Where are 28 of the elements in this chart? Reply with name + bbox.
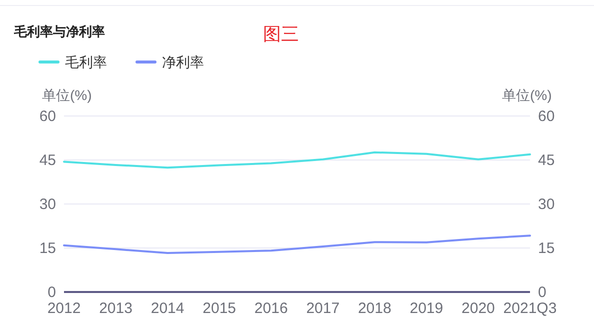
y-tick-label: 45 bbox=[39, 152, 56, 169]
x-tick-label: 2012 bbox=[47, 300, 81, 317]
text: 图三 bbox=[263, 24, 299, 44]
y2-axis-title: 单位(%) bbox=[502, 87, 552, 103]
x-tick-label: 2013 bbox=[99, 300, 132, 317]
y2-tick-label: 15 bbox=[538, 240, 555, 257]
x-tick-label: 2017 bbox=[306, 300, 340, 317]
y-tick-label: 15 bbox=[39, 240, 56, 257]
x-tick-label: 2015 bbox=[202, 300, 236, 317]
y-tick-label: 30 bbox=[39, 196, 56, 213]
chart-title: 毛利率与净利率 bbox=[13, 24, 105, 39]
y-axis-title: 单位(%) bbox=[42, 87, 92, 103]
legend-label: 净利率 bbox=[162, 54, 204, 70]
line-series bbox=[63, 151, 531, 169]
x-tick-label: 2018 bbox=[358, 300, 392, 317]
x-tick-label: 2019 bbox=[410, 300, 444, 317]
y2-tick-label: 0 bbox=[538, 284, 546, 301]
y-tick-label: 60 bbox=[39, 108, 56, 125]
y2-tick-label: 45 bbox=[538, 152, 555, 169]
x-tick-label: 2021Q3 bbox=[503, 300, 557, 317]
legend-label: 毛利率 bbox=[65, 54, 107, 70]
x-tick-label: 2016 bbox=[254, 300, 288, 317]
y2-tick-label: 60 bbox=[538, 108, 555, 125]
line-series bbox=[63, 234, 531, 254]
x-tick-label: 2014 bbox=[150, 300, 184, 317]
x-tick-label: 2020 bbox=[462, 300, 495, 317]
y2-tick-label: 30 bbox=[538, 196, 555, 213]
y-tick-label: 0 bbox=[48, 284, 56, 301]
